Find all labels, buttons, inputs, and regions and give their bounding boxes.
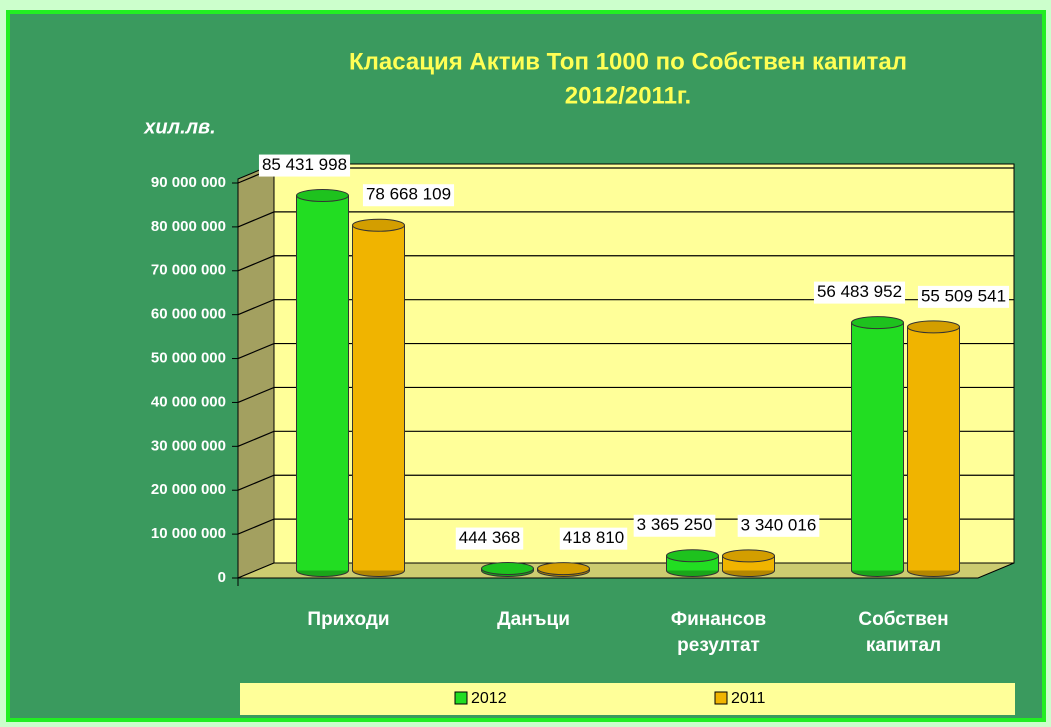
y-tick-label: 50 000 000 [151, 350, 226, 367]
value-label-box [362, 184, 455, 207]
bar-part [296, 189, 349, 203]
bar [537, 562, 590, 577]
x-tick-label: Собствен капитал [858, 609, 949, 656]
value-label: 78 668 109 [366, 185, 451, 204]
bar [722, 549, 775, 577]
y-axis-label: хил.лв. [143, 116, 215, 138]
legend [240, 683, 1015, 715]
grid-line [237, 211, 1014, 228]
value-label: 418 810 [563, 528, 624, 547]
value-label-box [813, 281, 906, 304]
value-label: 3 365 250 [637, 515, 713, 534]
y-tick-label: 80 000 000 [151, 218, 226, 235]
side-wall [237, 163, 275, 579]
bar-part [851, 322, 904, 571]
bar-part [352, 225, 405, 571]
value-label-box [559, 527, 628, 550]
value-label: 85 431 998 [262, 155, 347, 174]
bar [666, 549, 719, 577]
value-label-box [917, 285, 1010, 308]
bar-part [352, 218, 405, 232]
grid-line [237, 299, 1014, 316]
x-tick-label: Приходи [307, 609, 390, 630]
bar [481, 562, 534, 577]
y-tick-label: 70 000 000 [151, 262, 226, 279]
bar-part [722, 549, 775, 563]
legend-label: 2011 [731, 690, 766, 707]
bar [851, 316, 904, 577]
bar-part [907, 326, 960, 571]
grid-line [237, 342, 1014, 360]
y-tick-label: 20 000 000 [151, 481, 226, 498]
y-tick-label: 60 000 000 [151, 306, 226, 323]
bar-part [907, 320, 960, 334]
legend-swatch [714, 691, 728, 705]
grid-line [237, 255, 1014, 272]
y-tick-label: 40 000 000 [151, 393, 226, 410]
y-tick-label: 30 000 000 [151, 437, 226, 454]
value-label-box [737, 514, 820, 537]
grid-line [237, 430, 1014, 447]
y-tick-label: 90 000 000 [151, 174, 226, 191]
bar [352, 218, 405, 577]
value-label: 3 340 016 [741, 515, 817, 534]
value-label-box [633, 514, 716, 537]
value-label: 444 368 [459, 528, 520, 547]
chart-title: 2012/2011г. [565, 82, 691, 109]
y-tick-label: 0 [218, 569, 226, 586]
x-tick-label: Данъци [497, 609, 570, 630]
bar-part [481, 562, 534, 576]
grid-line [237, 474, 1014, 491]
bar-part [851, 316, 904, 330]
value-label-box [258, 154, 351, 177]
bar [296, 189, 349, 577]
bar [907, 320, 960, 577]
bar-part [666, 549, 719, 563]
x-tick-label: Финансов резултат [670, 609, 767, 656]
chart-title: Класация Актив Топ 1000 по Собствен капи… [349, 48, 907, 75]
value-label: 55 509 541 [921, 286, 1006, 305]
grid-line [237, 386, 1014, 403]
bar-part [537, 562, 590, 576]
value-label-box [455, 527, 524, 550]
legend-label: 2012 [471, 690, 507, 707]
bar-part [296, 195, 349, 571]
value-label: 56 483 952 [817, 282, 902, 301]
legend-swatch [454, 691, 468, 705]
y-tick-label: 10 000 000 [151, 525, 226, 542]
